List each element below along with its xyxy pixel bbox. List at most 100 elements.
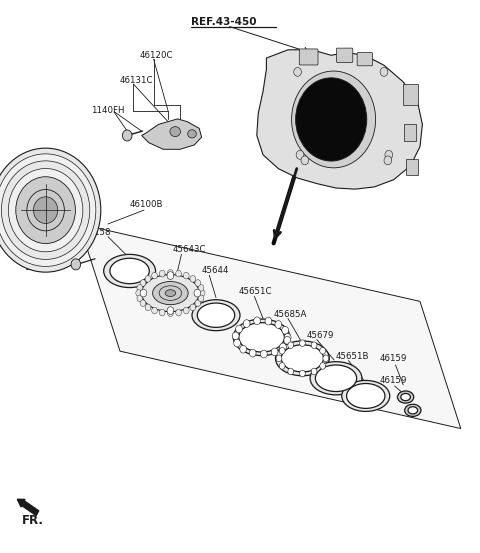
Circle shape — [276, 355, 282, 362]
Text: 1140GD: 1140GD — [24, 263, 60, 272]
Ellipse shape — [104, 254, 156, 288]
Ellipse shape — [342, 380, 390, 411]
Circle shape — [194, 289, 201, 297]
Circle shape — [152, 272, 157, 279]
Ellipse shape — [142, 275, 199, 312]
Circle shape — [159, 270, 165, 277]
Text: 45100: 45100 — [5, 181, 32, 190]
Circle shape — [323, 355, 329, 362]
Circle shape — [159, 309, 165, 316]
Text: 46120C: 46120C — [139, 51, 173, 60]
Circle shape — [167, 272, 174, 279]
FancyBboxPatch shape — [300, 49, 318, 65]
Ellipse shape — [197, 303, 235, 327]
Circle shape — [137, 295, 143, 301]
Circle shape — [145, 304, 151, 311]
Ellipse shape — [110, 258, 149, 284]
Circle shape — [284, 336, 290, 344]
Circle shape — [168, 310, 173, 316]
Circle shape — [234, 339, 240, 347]
Circle shape — [384, 156, 392, 165]
Ellipse shape — [397, 391, 414, 403]
Ellipse shape — [159, 286, 181, 300]
Circle shape — [296, 150, 304, 159]
Circle shape — [190, 275, 196, 282]
Circle shape — [167, 307, 174, 315]
Circle shape — [136, 290, 142, 296]
Circle shape — [183, 272, 189, 279]
Text: 46131C: 46131C — [120, 76, 154, 85]
Ellipse shape — [408, 407, 418, 414]
Circle shape — [288, 368, 294, 375]
Circle shape — [249, 349, 256, 357]
Circle shape — [176, 309, 181, 316]
Ellipse shape — [0, 154, 96, 267]
Ellipse shape — [153, 281, 188, 305]
Bar — [403, 84, 418, 105]
Ellipse shape — [233, 319, 290, 356]
Ellipse shape — [405, 404, 421, 416]
Ellipse shape — [192, 300, 240, 331]
Text: FR.: FR. — [22, 514, 44, 528]
Text: 45100: 45100 — [5, 179, 32, 188]
Text: 45685A: 45685A — [274, 310, 307, 319]
Circle shape — [243, 320, 250, 327]
Circle shape — [320, 347, 325, 354]
Circle shape — [294, 67, 301, 76]
Circle shape — [199, 290, 205, 296]
Circle shape — [380, 67, 388, 76]
Circle shape — [288, 342, 294, 348]
Circle shape — [240, 345, 247, 353]
Circle shape — [279, 343, 286, 351]
Circle shape — [137, 285, 143, 291]
Text: REF.43-450: REF.43-450 — [191, 17, 256, 27]
Circle shape — [236, 325, 242, 333]
Ellipse shape — [27, 190, 64, 231]
Ellipse shape — [170, 127, 180, 137]
Circle shape — [301, 156, 309, 165]
Ellipse shape — [401, 394, 410, 400]
Ellipse shape — [281, 345, 324, 372]
Circle shape — [385, 150, 393, 159]
Circle shape — [284, 333, 291, 341]
FancyBboxPatch shape — [336, 48, 353, 62]
Circle shape — [190, 304, 196, 311]
Ellipse shape — [315, 365, 357, 392]
Text: 45651B: 45651B — [336, 352, 370, 361]
Circle shape — [311, 342, 317, 348]
Bar — [404, 124, 417, 141]
Text: 45644: 45644 — [202, 267, 229, 275]
Text: 45679: 45679 — [306, 331, 334, 340]
Ellipse shape — [276, 341, 329, 376]
Circle shape — [261, 350, 267, 358]
Circle shape — [198, 295, 204, 301]
Circle shape — [320, 363, 325, 369]
Circle shape — [145, 275, 151, 282]
Ellipse shape — [239, 323, 284, 352]
Circle shape — [254, 317, 261, 325]
Circle shape — [140, 280, 146, 286]
Circle shape — [300, 370, 305, 377]
Circle shape — [265, 317, 272, 325]
Polygon shape — [142, 119, 202, 149]
Ellipse shape — [16, 177, 75, 243]
Ellipse shape — [8, 169, 83, 252]
Ellipse shape — [296, 78, 367, 161]
Circle shape — [176, 270, 181, 277]
Text: 46159: 46159 — [379, 354, 407, 363]
Circle shape — [71, 259, 81, 270]
Text: 46158: 46158 — [84, 228, 111, 237]
Circle shape — [232, 332, 239, 340]
Circle shape — [282, 326, 288, 334]
Text: 46100B: 46100B — [130, 200, 163, 209]
Circle shape — [300, 340, 305, 347]
Ellipse shape — [165, 290, 176, 296]
Circle shape — [183, 307, 189, 314]
Bar — [406, 159, 418, 175]
Text: 46159: 46159 — [379, 376, 407, 385]
Text: 45643C: 45643C — [173, 246, 206, 254]
Ellipse shape — [1, 161, 90, 259]
Circle shape — [311, 368, 317, 375]
Circle shape — [279, 347, 285, 354]
Ellipse shape — [188, 130, 196, 138]
